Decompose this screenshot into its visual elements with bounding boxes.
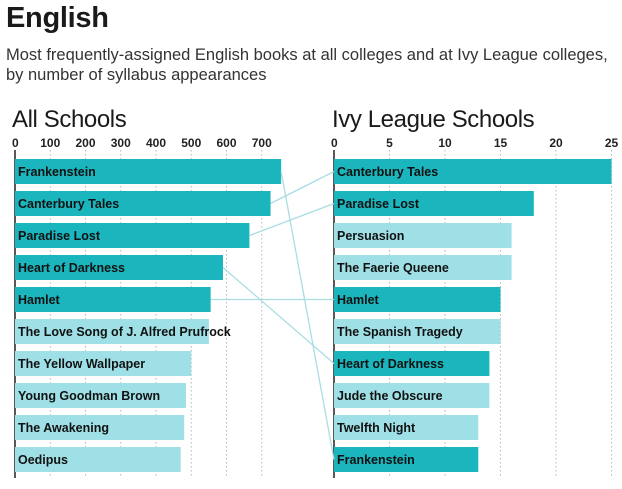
bar-label: Frankenstein: [337, 453, 415, 467]
bar-label: Young Goodman Brown: [18, 389, 160, 403]
bar-label: The Awakening: [18, 421, 109, 435]
bar-label: Oedipus: [18, 453, 68, 467]
x-tick-label: 500: [181, 136, 201, 150]
bar: [334, 223, 512, 248]
bar: [334, 159, 612, 184]
bar: [334, 415, 479, 440]
chart-title: English: [6, 2, 109, 34]
bar: [15, 223, 250, 248]
x-tick-label: 20: [549, 136, 563, 150]
bar-layer: Frankenstein Canterbury Tales Paradise Los…: [15, 159, 612, 472]
bar: [15, 319, 209, 344]
bar: [334, 255, 512, 280]
bar: [15, 159, 282, 184]
bar: [15, 415, 185, 440]
bar-label: The Faerie Queene: [337, 261, 449, 275]
bar: [334, 287, 501, 312]
bar-label: Paradise Lost: [337, 197, 420, 211]
x-tick-label: 10: [438, 136, 452, 150]
x-tick-label: 700: [252, 136, 272, 150]
bar-label: Twelfth Night: [337, 421, 416, 435]
bar-label: Hamlet: [18, 293, 61, 307]
bar-label: Jude the Obscure: [337, 389, 443, 403]
x-tick-label: 5: [386, 136, 393, 150]
bar-label: The Yellow Wallpaper: [18, 357, 145, 371]
connector-line: [222, 267, 335, 364]
x-tick-label: 200: [75, 136, 95, 150]
all-schools-panel-title: All Schools: [12, 106, 127, 133]
x-tick-label: 400: [146, 136, 166, 150]
x-tick-label: 300: [111, 136, 131, 150]
x-tick-label: 15: [494, 136, 508, 150]
bar-label: Heart of Darkness: [18, 261, 125, 275]
x-tick-label: 0: [331, 136, 338, 150]
bar: [334, 319, 501, 344]
bar-label: Persuasion: [337, 229, 404, 243]
bar-label: Frankenstein: [18, 165, 96, 179]
x-tick-label: 600: [216, 136, 236, 150]
bar: [15, 255, 223, 280]
connector-line: [249, 202, 335, 237]
connector-line: [270, 170, 335, 205]
bar: [15, 191, 271, 216]
bar: [334, 447, 479, 472]
x-tick-label: 25: [605, 136, 619, 150]
bar: [15, 383, 186, 408]
bar-label: Hamlet: [337, 293, 380, 307]
bar: [334, 383, 490, 408]
bar: [15, 447, 181, 472]
bar-label: Heart of Darkness: [337, 357, 444, 371]
x-tick-label: 100: [40, 136, 60, 150]
bar-label: Canterbury Tales: [18, 197, 119, 211]
bar: [15, 287, 211, 312]
bar-label: The Love Song of J. Alfred Prufrock: [18, 325, 231, 339]
connector-line: [280, 171, 335, 460]
bar: [334, 351, 490, 376]
connector-layer: [210, 170, 335, 460]
bar: [15, 351, 192, 376]
bar-label: Paradise Lost: [18, 229, 101, 243]
bar-label: The Spanish Tragedy: [337, 325, 463, 339]
bar: [334, 191, 534, 216]
chart-subtitle: Most frequently-assigned English books a…: [6, 46, 608, 84]
x-tick-label: 0: [12, 136, 19, 150]
ivy-league-panel-title: Ivy League Schools: [332, 106, 535, 133]
bar-label: Canterbury Tales: [337, 165, 438, 179]
